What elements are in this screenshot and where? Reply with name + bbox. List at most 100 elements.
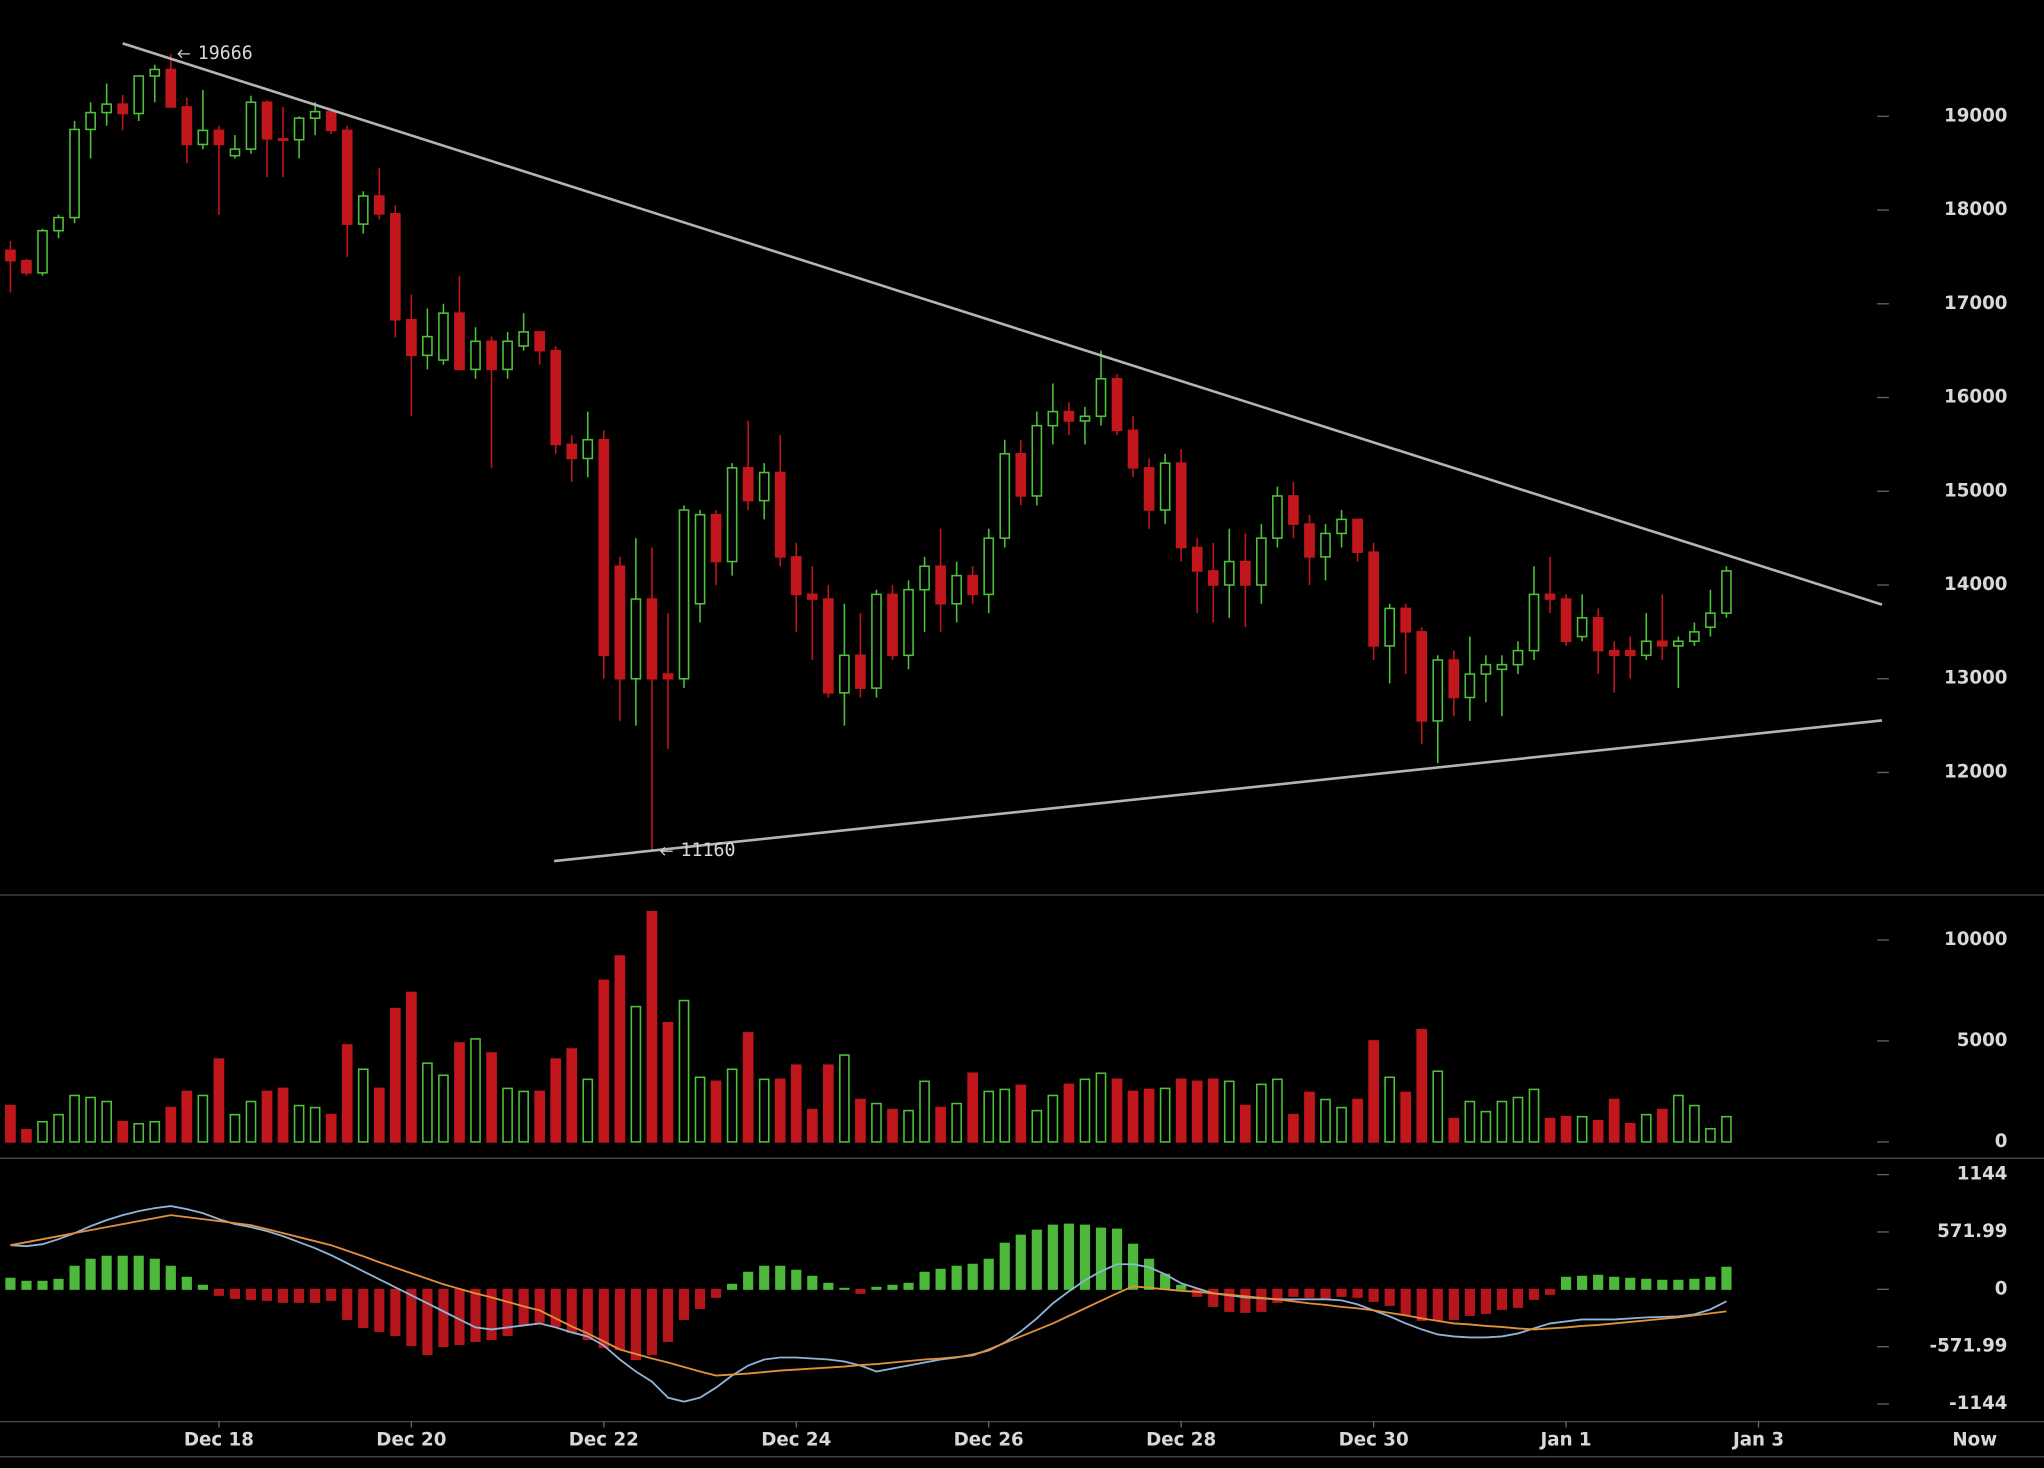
macd-histogram-bar xyxy=(630,1288,641,1361)
volume-bar xyxy=(1544,1117,1556,1143)
volume-bar xyxy=(1159,1087,1171,1143)
macd-histogram-bar xyxy=(1256,1288,1267,1312)
candle-body xyxy=(1031,424,1043,497)
macd-histogram-bar xyxy=(101,1255,112,1290)
candle-body xyxy=(245,101,257,150)
candle-body xyxy=(277,138,289,141)
volume-bar xyxy=(823,1064,834,1143)
macd-histogram-bar xyxy=(1015,1234,1026,1290)
volume-bar xyxy=(470,1038,481,1143)
y-tick-label: 0 xyxy=(1995,1278,2008,1299)
volume-bar xyxy=(341,1044,353,1143)
macd-histogram-bar xyxy=(502,1288,513,1336)
volume-bar xyxy=(454,1042,465,1143)
macd-histogram-bar xyxy=(1063,1223,1074,1290)
macd-histogram-bar xyxy=(855,1288,866,1294)
volume-bar xyxy=(37,1120,48,1143)
volume-bar xyxy=(646,910,658,1143)
volume-bar xyxy=(1705,1128,1716,1143)
macd-histogram-bar xyxy=(1352,1288,1363,1298)
candle-body xyxy=(357,195,369,225)
candle-body xyxy=(181,106,193,146)
candle-body xyxy=(903,588,914,657)
volume-bar xyxy=(967,1072,979,1143)
macd-histogram-bar xyxy=(791,1269,802,1290)
candle-body xyxy=(149,68,161,77)
macd-histogram-bar xyxy=(117,1255,128,1290)
volume-bar xyxy=(999,1088,1011,1143)
volume-bar xyxy=(309,1106,321,1143)
macd-histogram-bar xyxy=(181,1276,192,1290)
volume-bar xyxy=(502,1087,513,1143)
y-tick-label: 14000 xyxy=(1944,574,2007,595)
volume-bar xyxy=(839,1054,850,1143)
macd-histogram-bar xyxy=(1031,1229,1042,1290)
volume-bar xyxy=(1672,1094,1684,1143)
x-tick-label: Dec 24 xyxy=(761,1430,831,1451)
volume-bar xyxy=(566,1048,578,1143)
volume-bar xyxy=(117,1120,129,1143)
macd-histogram-bar xyxy=(1047,1224,1058,1290)
macd-histogram-bar xyxy=(245,1288,257,1300)
candle-body xyxy=(1207,570,1219,586)
volume-bar xyxy=(1640,1113,1652,1143)
annotation-label: 19666 xyxy=(198,43,253,64)
volume-bar xyxy=(229,1113,241,1143)
volume-bar xyxy=(598,979,610,1143)
macd-histogram-bar xyxy=(1240,1288,1251,1313)
macd-histogram-bar xyxy=(1593,1274,1604,1290)
volume-bar xyxy=(422,1062,433,1143)
candle-body xyxy=(309,110,321,119)
macd-histogram-bar xyxy=(406,1288,417,1346)
macd-histogram-bar xyxy=(1577,1275,1588,1290)
candle-body xyxy=(758,471,770,502)
macd-histogram-bar xyxy=(470,1288,481,1342)
candle-body xyxy=(69,128,80,219)
volume-bar xyxy=(678,999,690,1143)
x-tick-label: Dec 22 xyxy=(569,1430,639,1451)
candle-body xyxy=(534,331,546,352)
volume-bar xyxy=(85,1096,96,1143)
volume-bar xyxy=(790,1064,802,1143)
volume-bar xyxy=(871,1102,882,1143)
candle-body xyxy=(694,513,706,605)
macd-histogram-bar xyxy=(197,1284,208,1290)
candle-body xyxy=(1256,537,1267,586)
candle-body xyxy=(1272,495,1283,539)
volume-bar xyxy=(1592,1119,1604,1143)
volume-bar xyxy=(1191,1080,1203,1143)
x-tick-label: Dec 28 xyxy=(1146,1430,1216,1451)
annotation-arrow xyxy=(660,846,673,856)
macd-histogram-bar xyxy=(1288,1288,1299,1297)
volume-bar xyxy=(903,1109,914,1143)
volume-bar xyxy=(1256,1083,1267,1143)
macd-histogram-bar xyxy=(390,1288,401,1336)
macd-histogram-bar xyxy=(1480,1288,1491,1314)
volume-bar xyxy=(935,1106,946,1143)
volume-bar xyxy=(1512,1096,1524,1143)
x-tick-label: Dec 30 xyxy=(1339,1430,1409,1451)
y-tick-label: 571.99 xyxy=(1937,1221,2007,1242)
volume-bar xyxy=(1079,1078,1091,1143)
volume-bar xyxy=(1384,1076,1396,1143)
y-tick-label: 15000 xyxy=(1944,480,2007,501)
candle-body xyxy=(117,103,129,115)
x-tick-label: Dec 18 xyxy=(184,1430,254,1451)
candle-body xyxy=(373,195,385,215)
volume-bar xyxy=(726,1068,738,1143)
macd-histogram-bar xyxy=(1144,1258,1155,1290)
candle-body xyxy=(919,565,930,591)
volume-bar xyxy=(245,1100,257,1143)
y-tick-label: -1144 xyxy=(1949,1393,2007,1414)
macd-histogram-bar xyxy=(1304,1288,1315,1298)
macd-histogram-bar xyxy=(1400,1288,1411,1315)
macd-histogram-bar xyxy=(422,1288,433,1356)
macd-histogram-bar xyxy=(1336,1288,1347,1297)
macd-histogram-bar xyxy=(1673,1279,1684,1290)
volume-bar xyxy=(101,1100,112,1143)
volume-bar xyxy=(1400,1091,1412,1143)
volume-bar xyxy=(710,1080,722,1143)
macd-histogram-bar xyxy=(646,1288,658,1356)
macd-line xyxy=(10,1205,1727,1403)
macd-histogram-bar xyxy=(1560,1276,1572,1290)
